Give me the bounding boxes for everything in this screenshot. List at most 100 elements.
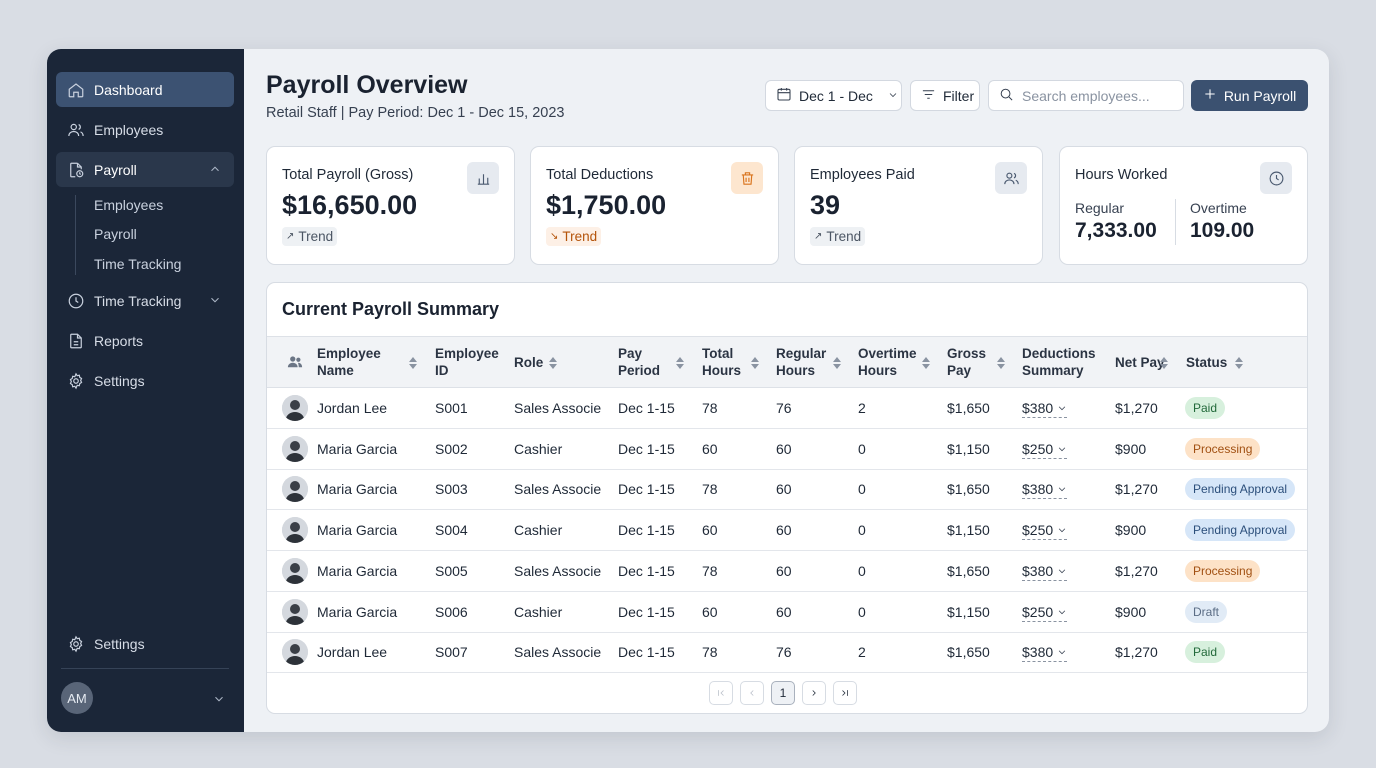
column-header[interactable]: Gross Pay: [947, 346, 987, 378]
cell-id: S003: [435, 481, 468, 498]
cell-id: S002: [435, 440, 468, 457]
deductions-dropdown[interactable]: $250: [1022, 441, 1068, 459]
nav-time-tracking[interactable]: Time Tracking: [56, 283, 234, 318]
trend-badge: ↗ Trend: [282, 227, 338, 246]
chevron-down-icon: [1053, 400, 1067, 416]
employee-avatar: [282, 435, 308, 462]
trend-label: Trend: [826, 229, 862, 244]
column-header[interactable]: Net Pay: [1115, 354, 1165, 370]
search-box[interactable]: [988, 80, 1184, 111]
cell-net: $900: [1115, 440, 1147, 457]
date-range-picker[interactable]: Dec 1 - Dec: [765, 80, 902, 111]
sort-icon[interactable]: [409, 356, 417, 369]
sort-icon[interactable]: [833, 356, 841, 369]
sidebar: Dashboard Employees Payroll Employees Pa…: [47, 49, 244, 732]
employee-avatar: [282, 557, 308, 584]
table-row[interactable]: Maria Garcia S006 Cashier Dec 1-15 60 60 0 $1,1…: [267, 592, 1307, 633]
card-title: Total Payroll (Gross): [282, 167, 414, 183]
nav-label: Payroll: [94, 161, 137, 178]
nav-label: Employees: [94, 121, 164, 138]
nav-label: Settings: [94, 372, 145, 389]
deductions-dropdown[interactable]: $380: [1022, 644, 1068, 663]
column-header[interactable]: Pay Period: [618, 346, 661, 378]
employee-avatar: [282, 395, 308, 421]
column-header[interactable]: Role: [514, 354, 544, 370]
bar-chart-icon: [467, 162, 499, 194]
date-range-label: Dec 1 - Dec: [799, 87, 873, 104]
sort-icon[interactable]: [922, 356, 930, 369]
card-employees-paid: Employees Paid 39 ↗ Trend: [794, 146, 1043, 265]
column-header[interactable]: Status: [1186, 354, 1228, 370]
sort-icon[interactable]: [751, 356, 759, 369]
cell-role: Cashier: [514, 603, 563, 620]
column-header[interactable]: Overtime Hours: [858, 346, 917, 378]
deductions-dropdown[interactable]: $380: [1022, 563, 1068, 581]
cell-role: Sales Associe: [514, 481, 602, 498]
deductions-dropdown[interactable]: $380: [1022, 400, 1068, 418]
cell-net: $1,270: [1115, 644, 1158, 661]
sort-icon[interactable]: [1235, 356, 1243, 369]
payroll-doc-icon: [67, 161, 85, 179]
table-row[interactable]: Jordan Lee S001 Sales Associe Dec 1-15 78 76 2…: [267, 388, 1307, 429]
chevron-down-icon[interactable]: [212, 692, 226, 706]
cell-total: 78: [702, 400, 718, 416]
deductions-dropdown[interactable]: $250: [1022, 522, 1068, 541]
search-input[interactable]: [1022, 87, 1172, 104]
nav-employees[interactable]: Employees: [56, 112, 234, 147]
cell-total: 60: [702, 440, 718, 457]
user-avatar[interactable]: AM: [61, 682, 93, 714]
status-badge: Pending Approval: [1185, 519, 1296, 542]
card-value: $1,750.00: [546, 190, 667, 220]
column-header[interactable]: Deductions Summary: [1022, 346, 1096, 378]
employee-avatar: [282, 517, 308, 544]
trend-up-icon: ↗: [286, 231, 295, 242]
table-row[interactable]: Maria Garcia S003 Sales Associe Dec 1-15 78 6…: [267, 469, 1307, 511]
bottom-settings[interactable]: Settings: [56, 626, 234, 661]
table-header: Employee Name Employee ID Role Pay Period To…: [267, 336, 1307, 388]
column-header[interactable]: Employee ID: [435, 346, 499, 378]
nav-settings[interactable]: Settings: [56, 363, 234, 398]
cell-id: S006: [435, 603, 468, 620]
chevron-down-icon: [1053, 644, 1067, 660]
deductions-dropdown[interactable]: $380: [1022, 481, 1068, 500]
table-row[interactable]: Maria Garcia S005 Sales Associe Dec 1-15 78 6…: [267, 551, 1307, 592]
deductions-dropdown[interactable]: $250: [1022, 604, 1068, 622]
deductions-value: $380: [1022, 400, 1054, 416]
chevron-down-icon: [1053, 481, 1067, 497]
last-page-button[interactable]: [833, 681, 857, 705]
cell-period: Dec 1-15: [618, 644, 675, 661]
sort-icon[interactable]: [549, 356, 557, 369]
column-header[interactable]: Employee Name: [317, 346, 381, 378]
cell-period: Dec 1-15: [618, 400, 675, 416]
table-row[interactable]: Jordan Lee S007 Sales Associe Dec 1-15 78 76 2…: [267, 632, 1307, 674]
sort-icon[interactable]: [676, 356, 684, 369]
status-badge: Draft: [1185, 600, 1228, 623]
subnav-employees[interactable]: Employees: [94, 197, 164, 213]
page-number-button[interactable]: 1: [771, 681, 795, 705]
run-payroll-button[interactable]: Run Payroll: [1191, 80, 1308, 111]
nav-dashboard[interactable]: Dashboard: [56, 72, 234, 107]
nav-payroll[interactable]: Payroll: [56, 152, 234, 187]
cell-name: Jordan Lee: [317, 644, 388, 661]
column-header[interactable]: Total Hours: [702, 346, 742, 378]
subnav-time-tracking[interactable]: Time Tracking: [94, 256, 182, 272]
prev-page-button[interactable]: [740, 681, 764, 705]
sort-icon[interactable]: [1160, 356, 1168, 369]
users-icon: [995, 162, 1027, 194]
next-page-button[interactable]: [802, 681, 826, 705]
sort-icon[interactable]: [997, 356, 1005, 369]
nav-reports[interactable]: Reports: [56, 323, 234, 358]
table-row[interactable]: Maria Garcia S004 Cashier Dec 1-15 60 60 0 $1,1…: [267, 510, 1307, 552]
search-icon: [999, 87, 1014, 105]
cell-role: Cashier: [514, 522, 563, 539]
cell-role: Sales Associe: [514, 400, 602, 416]
employee-avatar: [282, 598, 308, 625]
filter-button[interactable]: Filter: [910, 80, 980, 111]
nav-label: Time Tracking: [94, 292, 182, 309]
nav-label: Dashboard: [94, 81, 163, 98]
table-row[interactable]: Maria Garcia S002 Cashier Dec 1-15 60 60 0 $1,1…: [267, 429, 1307, 470]
gear-icon: [67, 635, 85, 653]
subnav-payroll[interactable]: Payroll: [94, 226, 137, 242]
first-page-button[interactable]: [709, 681, 733, 705]
column-header[interactable]: Regular Hours: [776, 346, 827, 378]
